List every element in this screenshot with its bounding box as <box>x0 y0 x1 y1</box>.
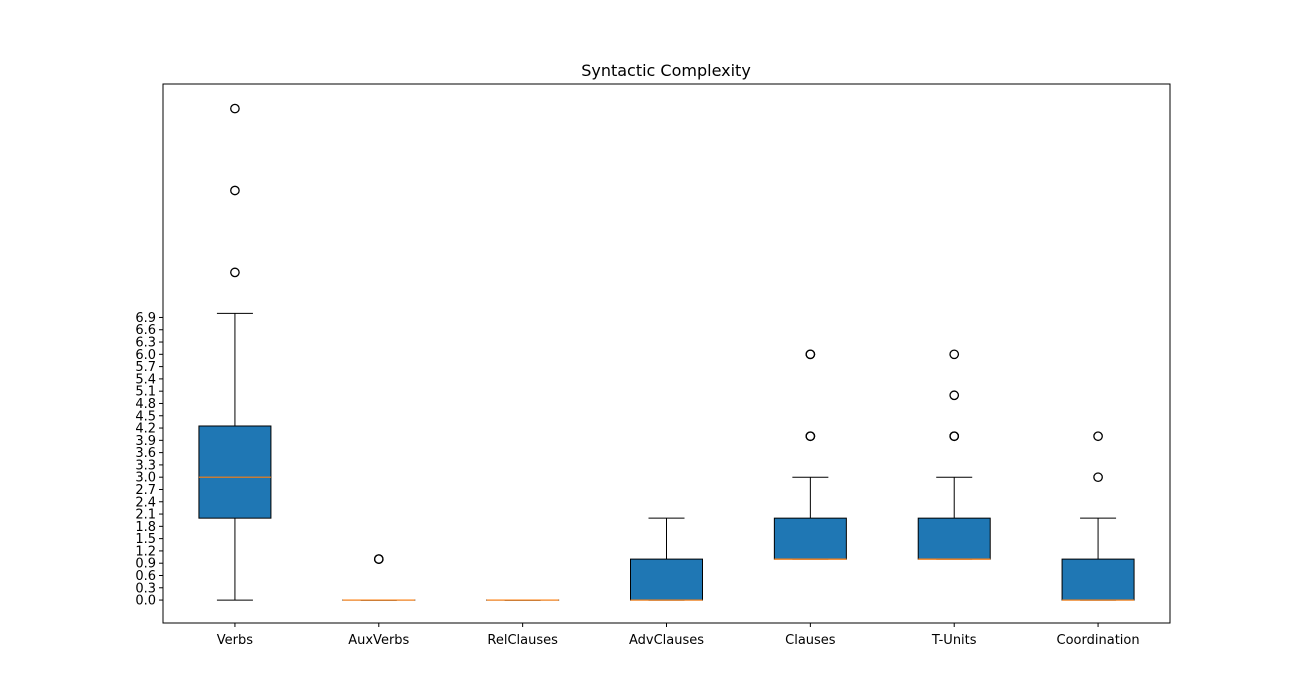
outlier-point <box>230 267 240 278</box>
y-axis: 0.00.30.60.91.21.51.82.12.42.73.03.33.63… <box>135 311 163 609</box>
outlier-point <box>230 103 240 114</box>
outlier-point <box>230 185 240 196</box>
box-t-units <box>917 349 991 560</box>
y-tick-label: 5.1 <box>135 385 156 400</box>
y-tick-label: 1.5 <box>135 532 156 547</box>
y-tick-label: 3.6 <box>135 446 156 461</box>
y-tick-label: 5.4 <box>135 372 156 387</box>
box-auxverbs <box>342 554 416 601</box>
y-tick-label: 1.8 <box>135 520 156 535</box>
y-tick-label: 6.6 <box>135 323 156 338</box>
y-tick-label: 3.0 <box>135 471 156 486</box>
x-tick-label: AuxVerbs <box>348 633 409 648</box>
boxes-group <box>198 103 1135 601</box>
y-tick-label: 6.3 <box>135 336 156 351</box>
y-tick-label: 5.7 <box>135 360 156 375</box>
y-tick-label: 0.6 <box>135 569 156 584</box>
y-tick-label: 6.0 <box>135 348 156 363</box>
y-tick-label: 6.9 <box>135 311 156 326</box>
y-tick-label: 4.8 <box>135 397 156 412</box>
y-tick-label: 0.9 <box>135 557 156 572</box>
outlier-point <box>949 390 960 401</box>
iqr-box <box>630 558 703 601</box>
box-clauses <box>773 349 847 560</box>
outlier-point <box>805 349 816 360</box>
x-tick-label: AdvClauses <box>629 633 704 648</box>
outlier-point <box>1093 431 1103 442</box>
y-tick-label: 3.9 <box>135 434 156 449</box>
box-advclauses <box>630 517 703 601</box>
y-tick-label: 0.3 <box>135 581 156 596</box>
y-tick-label: 1.2 <box>135 544 156 559</box>
y-tick-label: 3.3 <box>135 458 156 473</box>
y-tick-label: 2.7 <box>135 483 156 498</box>
iqr-box <box>1061 558 1135 601</box>
iqr-box <box>198 425 272 519</box>
y-tick-label: 0.0 <box>135 594 156 609</box>
outlier-point <box>949 431 960 442</box>
x-tick-label: Clauses <box>785 633 836 648</box>
x-tick-label: RelClauses <box>487 633 558 648</box>
y-tick-label: 2.1 <box>135 508 156 523</box>
box-coordination <box>1061 431 1135 601</box>
box-verbs <box>198 103 272 601</box>
iqr-box <box>917 517 991 560</box>
y-tick-label: 2.4 <box>135 495 156 510</box>
x-tick-label: T-Units <box>931 633 977 648</box>
x-tick-label: Verbs <box>217 633 253 648</box>
outlier-point <box>373 554 384 564</box>
x-tick-label: Coordination <box>1057 633 1140 648</box>
iqr-box <box>773 517 847 560</box>
outlier-point <box>805 431 816 442</box>
chart-title: Syntactic Complexity <box>581 61 751 80</box>
x-axis: Verbs AuxVerbs RelClauses AdvClauses Clauses… <box>217 623 1140 648</box>
outlier-point <box>1093 472 1103 483</box>
outlier-point <box>949 349 960 360</box>
y-tick-label: 4.2 <box>135 422 156 437</box>
y-tick-label: 4.5 <box>135 409 156 424</box>
